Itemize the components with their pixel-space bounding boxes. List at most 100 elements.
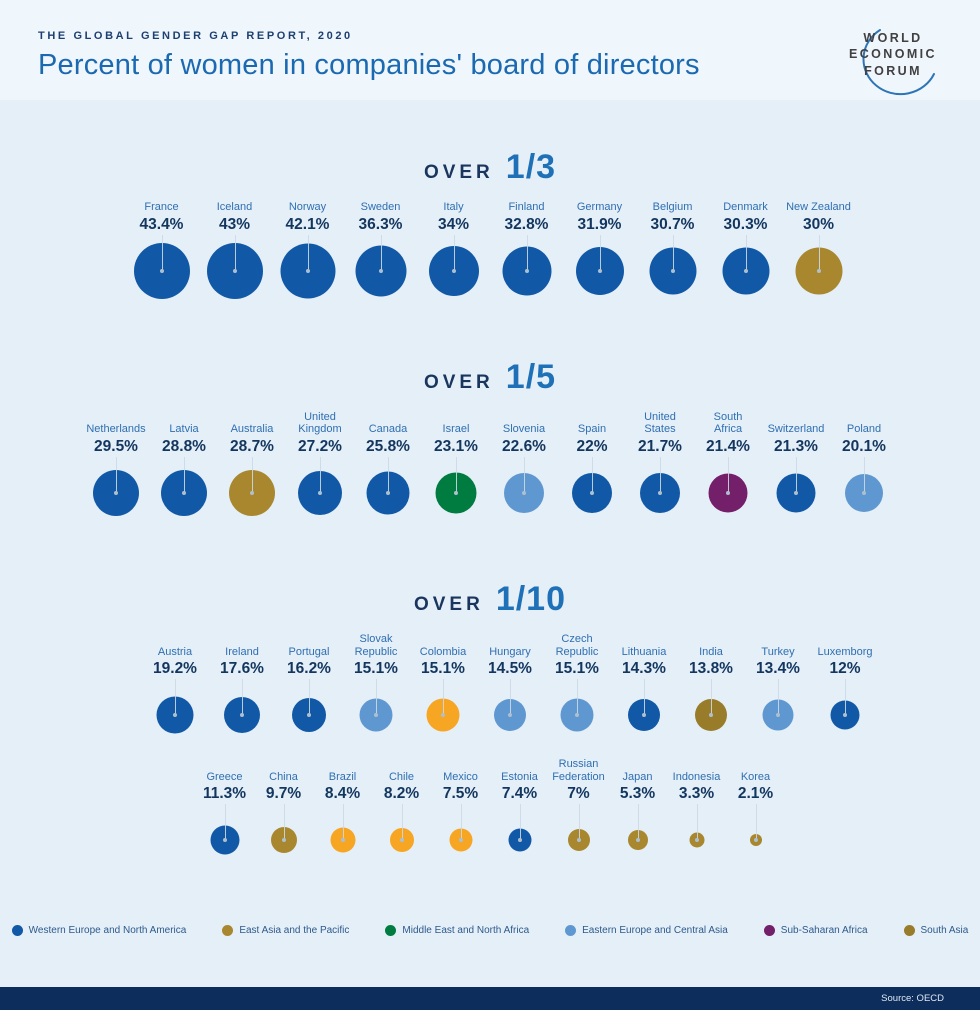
bubble-row-over-one-tenth-bottom: Greece 11.3% China 9.7% Brazil 8.4% Chil… (0, 758, 980, 873)
bubble-zone (490, 456, 558, 526)
country-bubble: Sweden 36.3% (344, 201, 417, 304)
section-heading-over-one-tenth: OVER 1/10 (0, 580, 980, 619)
country-name: Slovak Republic (354, 632, 398, 658)
connector-line-icon (519, 804, 521, 841)
legend-swatch-icon (763, 925, 775, 937)
bubble-zone (608, 804, 667, 873)
connector-line-icon (845, 679, 846, 716)
country-name: Russian Federation (552, 758, 605, 783)
legend-label: East Asia and the Pacific (239, 925, 350, 937)
country-bubble: Germany 31.9% (563, 201, 636, 304)
bubble-zone (82, 456, 150, 526)
bubble-zone (490, 804, 549, 873)
country-bubble: Hungary 14.5% (477, 646, 544, 749)
country-bubble: Turkey 13.4% (745, 646, 812, 749)
country-value: 15.1% (555, 660, 599, 678)
country-bubble: Italy 34% (417, 201, 490, 304)
connector-dot-icon (843, 713, 847, 718)
country-value: 8.4% (324, 785, 361, 803)
legend-swatch-icon (222, 925, 234, 937)
country-bubble: Spain 22% (558, 423, 626, 526)
section-over-label: OVER (423, 162, 494, 183)
legend-label: South Asia (920, 925, 969, 937)
connector-dot-icon (232, 268, 237, 273)
connector-dot-icon (776, 713, 780, 718)
country-name: Chile (388, 770, 415, 783)
connector-dot-icon (173, 713, 177, 718)
connector-dot-icon (240, 713, 244, 718)
connector-dot-icon (399, 838, 404, 843)
bubble-row-over-one-fifth: Netherlands 29.5% Latvia 28.8% Australia… (0, 411, 980, 526)
country-bubble: India 13.8% (678, 646, 745, 749)
connector-line-icon (283, 804, 285, 841)
bubble-zone (812, 679, 879, 748)
bubble-zone (286, 456, 354, 526)
connector-dot-icon (458, 838, 463, 843)
country-name: France (144, 201, 179, 213)
connector-dot-icon (726, 490, 730, 495)
connector-line-icon (460, 804, 462, 841)
country-name: Canada (368, 423, 408, 436)
country-name: Japan (622, 770, 653, 783)
country-name: South Africa (713, 410, 743, 436)
connector-line-icon (728, 456, 729, 493)
country-bubble: Greece 11.3% (195, 771, 254, 874)
wef-logo-line: WORLD (863, 31, 923, 45)
wef-logo-line: FORUM (864, 63, 922, 78)
legend-item: South Asia (903, 925, 969, 937)
legend-label: Sub-Saharan Africa (780, 925, 868, 937)
connector-line-icon (510, 679, 511, 716)
country-bubble: Poland 20.1% (830, 423, 898, 526)
country-value: 27.2% (298, 437, 342, 455)
bubble-zone (417, 234, 490, 304)
bubble-zone (344, 234, 417, 304)
bubble-zone (782, 234, 855, 304)
bubble-zone (372, 804, 431, 873)
connector-dot-icon (862, 490, 866, 495)
country-name: Turkey (761, 645, 795, 658)
section-fraction-label: 1/3 (505, 148, 557, 186)
country-bubble: Austria 19.2% (142, 646, 209, 749)
connector-dot-icon (694, 838, 699, 843)
country-bubble: Russian Federation 7% (549, 758, 608, 873)
country-value: 30.7% (650, 215, 695, 233)
connector-line-icon (342, 804, 344, 841)
section-over-label: OVER (413, 593, 484, 615)
bubble-zone (354, 456, 422, 526)
country-bubble: Indonesia 3.3% (667, 771, 726, 874)
connector-line-icon (161, 234, 163, 271)
bubble-zone (678, 679, 745, 748)
connector-line-icon (578, 804, 580, 841)
country-name: New Zealand (786, 201, 851, 213)
wef-logo-line: ECONOMIC (849, 47, 937, 62)
legend-label: Eastern Europe and Central Asia (582, 925, 728, 937)
country-value: 14.3% (622, 660, 666, 678)
connector-line-icon (864, 456, 865, 493)
country-name: Brazil (328, 770, 357, 783)
bubble-zone (636, 234, 709, 304)
bubble-row-over-one-tenth-top: Austria 19.2% Ireland 17.6% Portugal 16.… (40, 633, 980, 748)
country-name: Australia (230, 423, 274, 436)
connector-dot-icon (524, 268, 529, 273)
country-value: 11.3% (202, 785, 247, 803)
connector-dot-icon (114, 490, 118, 495)
connector-line-icon (320, 456, 321, 493)
bubble-zone (125, 234, 198, 304)
country-value: 5.3% (619, 785, 656, 803)
legend-swatch-icon (565, 925, 577, 937)
country-value: 20.1% (842, 437, 886, 455)
bubble-zone (549, 804, 608, 873)
legend-swatch-icon (11, 925, 23, 937)
section-heading-over-one-fifth: OVER 1/5 (0, 358, 980, 397)
wef-logo-arc-icon (862, 29, 935, 96)
country-value: 30.3% (723, 215, 768, 233)
connector-line-icon (755, 804, 757, 841)
connector-line-icon (599, 234, 601, 271)
connector-dot-icon (374, 713, 378, 718)
connector-dot-icon (635, 838, 640, 843)
country-value: 22% (576, 437, 608, 455)
connector-line-icon (234, 234, 236, 271)
connector-dot-icon (281, 838, 286, 843)
connector-dot-icon (378, 268, 383, 273)
country-name: United Kingdom (298, 410, 342, 436)
